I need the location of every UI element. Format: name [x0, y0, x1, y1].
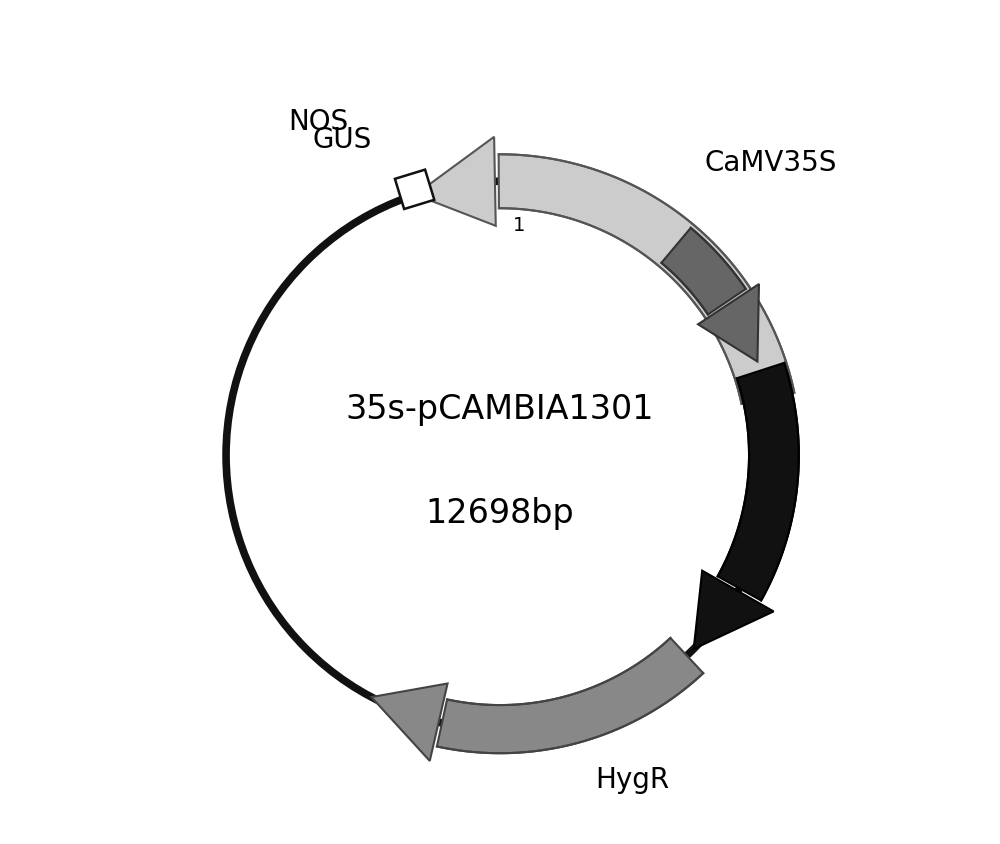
- Polygon shape: [371, 684, 448, 761]
- Text: HygR: HygR: [595, 766, 669, 794]
- Bar: [395, 170, 434, 209]
- Polygon shape: [661, 228, 746, 315]
- Text: 35s-pCAMBIA1301: 35s-pCAMBIA1301: [346, 393, 654, 426]
- Polygon shape: [499, 154, 794, 404]
- Text: CaMV35S: CaMV35S: [705, 149, 837, 176]
- Text: 12698bp: 12698bp: [426, 497, 574, 530]
- Polygon shape: [415, 137, 496, 226]
- Polygon shape: [694, 571, 774, 649]
- Text: GUS: GUS: [313, 126, 372, 154]
- Polygon shape: [437, 638, 703, 753]
- Text: NOS: NOS: [288, 108, 348, 136]
- Text: 1: 1: [513, 216, 526, 235]
- Polygon shape: [698, 284, 759, 361]
- Polygon shape: [718, 363, 799, 600]
